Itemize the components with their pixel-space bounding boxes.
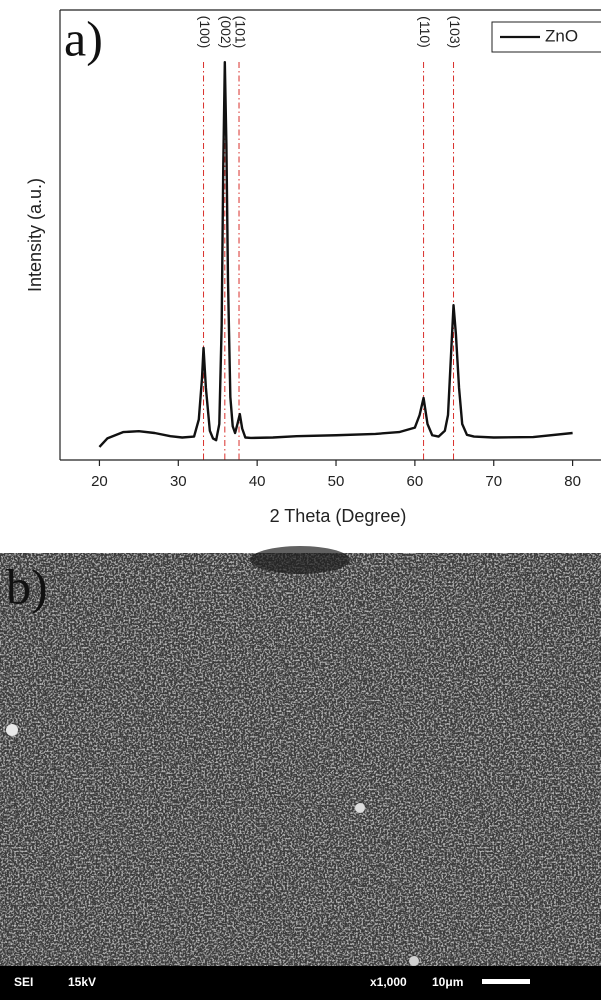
x-tick-label: 20	[91, 473, 108, 490]
panel-label: b)	[6, 558, 48, 614]
particle	[355, 803, 365, 813]
x-tick-label: 80	[564, 473, 581, 490]
x-tick-label: 50	[328, 473, 345, 490]
x-tick-label: 70	[485, 473, 502, 490]
data-line	[98, 61, 573, 448]
legend: ZnO	[491, 21, 601, 53]
sem-image: SEI 15kV x1,000 10μm b)	[0, 546, 601, 1000]
peak-label: (103)	[447, 16, 463, 49]
xrd-chart: a) 2 Theta (Degree) Intensity (a.u.) 20 3…	[25, 9, 601, 526]
legend-label: ZnO	[545, 26, 578, 45]
particle	[6, 724, 18, 736]
info-text: 15kV	[68, 975, 96, 989]
particle	[409, 956, 419, 966]
x-tick-label: 30	[170, 473, 187, 490]
peak-label: (002)	[218, 16, 234, 49]
x-axis-label: 2 Theta (Degree)	[270, 506, 407, 526]
info-text: SEI	[14, 975, 33, 989]
info-text: x1,000	[370, 975, 407, 989]
peak-label: (110)	[417, 16, 433, 48]
micrograph	[0, 553, 601, 966]
shadow	[250, 546, 350, 574]
x-tick-label: 40	[249, 473, 266, 490]
y-axis-label: Intensity (a.u.)	[25, 178, 45, 292]
x-tick-label: 60	[407, 473, 424, 490]
scale-bar	[482, 979, 530, 984]
info-text: 10μm	[432, 975, 463, 989]
panel-label: a)	[64, 10, 103, 66]
peak-label: (101)	[232, 16, 248, 49]
peak-label: (100)	[197, 16, 213, 49]
